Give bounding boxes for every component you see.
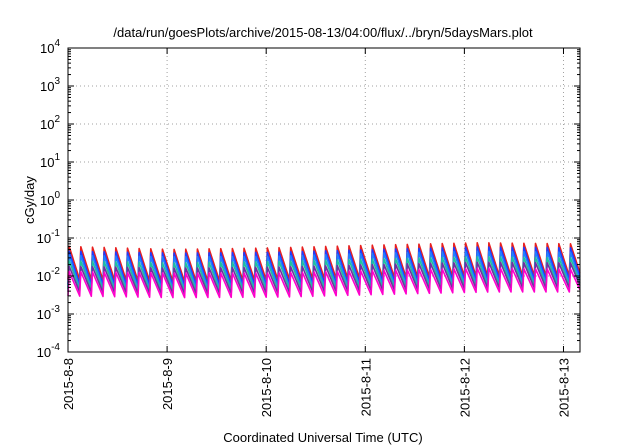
x-tick-label: 2015-8-11: [358, 358, 373, 416]
y-tick-label: 10-1: [37, 228, 61, 246]
x-tick-label: 2015-8-13: [556, 358, 571, 417]
y-tick-label: 102: [40, 114, 60, 132]
x-tick-label: 2015-8-8: [61, 358, 76, 410]
y-axis-label: cGy/day: [22, 176, 37, 224]
grid: [67, 48, 580, 352]
x-tick-label: 2015-8-9: [160, 358, 175, 410]
y-tick-label: 10-3: [37, 304, 61, 322]
y-tick-label: 101: [40, 152, 60, 170]
x-axis-label: Coordinated Universal Time (UTC): [223, 430, 422, 445]
plot-lines: [67, 241, 581, 299]
chart-title: /data/run/goesPlots/archive/2015-08-13/0…: [113, 25, 533, 40]
y-tick-label: 10-2: [37, 266, 61, 284]
y-tick-label: 10-4: [37, 342, 61, 360]
y-tick-label: 103: [40, 76, 60, 94]
y-tick-label: 104: [40, 38, 60, 56]
y-tick-labels: 10-4 10-3 10-2 10-1 100 101 102 103 104: [37, 38, 61, 360]
x-tick-labels: 2015-8-8 2015-8-9 2015-8-10 2015-8-11 2015-8…: [61, 358, 571, 417]
x-tick-label: 2015-8-12: [457, 358, 472, 417]
x-tick-label: 2015-8-10: [259, 358, 274, 417]
series-line: [67, 267, 581, 299]
axis-ticks: [67, 47, 580, 353]
y-tick-label: 100: [40, 190, 60, 208]
